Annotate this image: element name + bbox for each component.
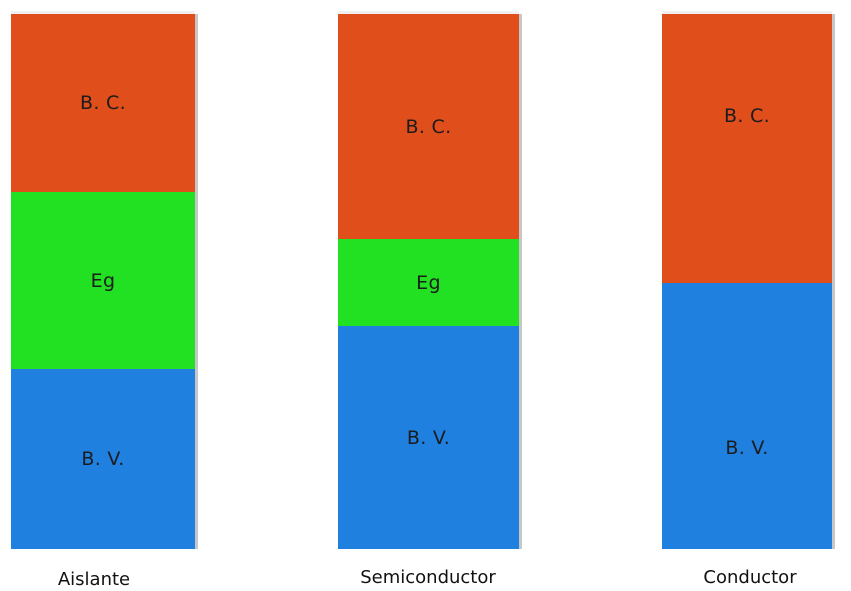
valence-band-label: B. V. <box>406 426 451 449</box>
conductor-caption: Conductor <box>703 567 797 588</box>
conduction-band: B. C. <box>662 14 832 283</box>
valence-band: B. V. <box>11 369 195 549</box>
conductor-band-column: B. C. B. V. <box>662 14 832 549</box>
energy-gap-label: Eg <box>416 271 441 294</box>
conduction-band: B. C. <box>338 14 519 239</box>
conduction-band-label: B. C. <box>80 92 126 114</box>
semiconductor-caption: Semiconductor <box>360 567 496 588</box>
valence-band: B. V. <box>338 326 519 549</box>
energy-gap-label: Eg <box>90 269 116 292</box>
energy-gap: Eg <box>11 192 195 369</box>
conduction-band-label: B. C. <box>405 115 452 138</box>
valence-band-label: B. V. <box>81 448 125 470</box>
valence-band: B. V. <box>662 283 832 549</box>
conduction-band-label: B. C. <box>724 104 770 127</box>
conduction-band: B. C. <box>11 14 195 192</box>
energy-gap: Eg <box>338 239 519 326</box>
insulator-caption: Aislante <box>57 569 131 590</box>
insulator-band-column: B. C. Eg B. V. <box>11 14 195 549</box>
valence-band-label: B. V. <box>725 437 769 459</box>
semiconductor-band-column: B. C. Eg B. V. <box>338 14 519 549</box>
